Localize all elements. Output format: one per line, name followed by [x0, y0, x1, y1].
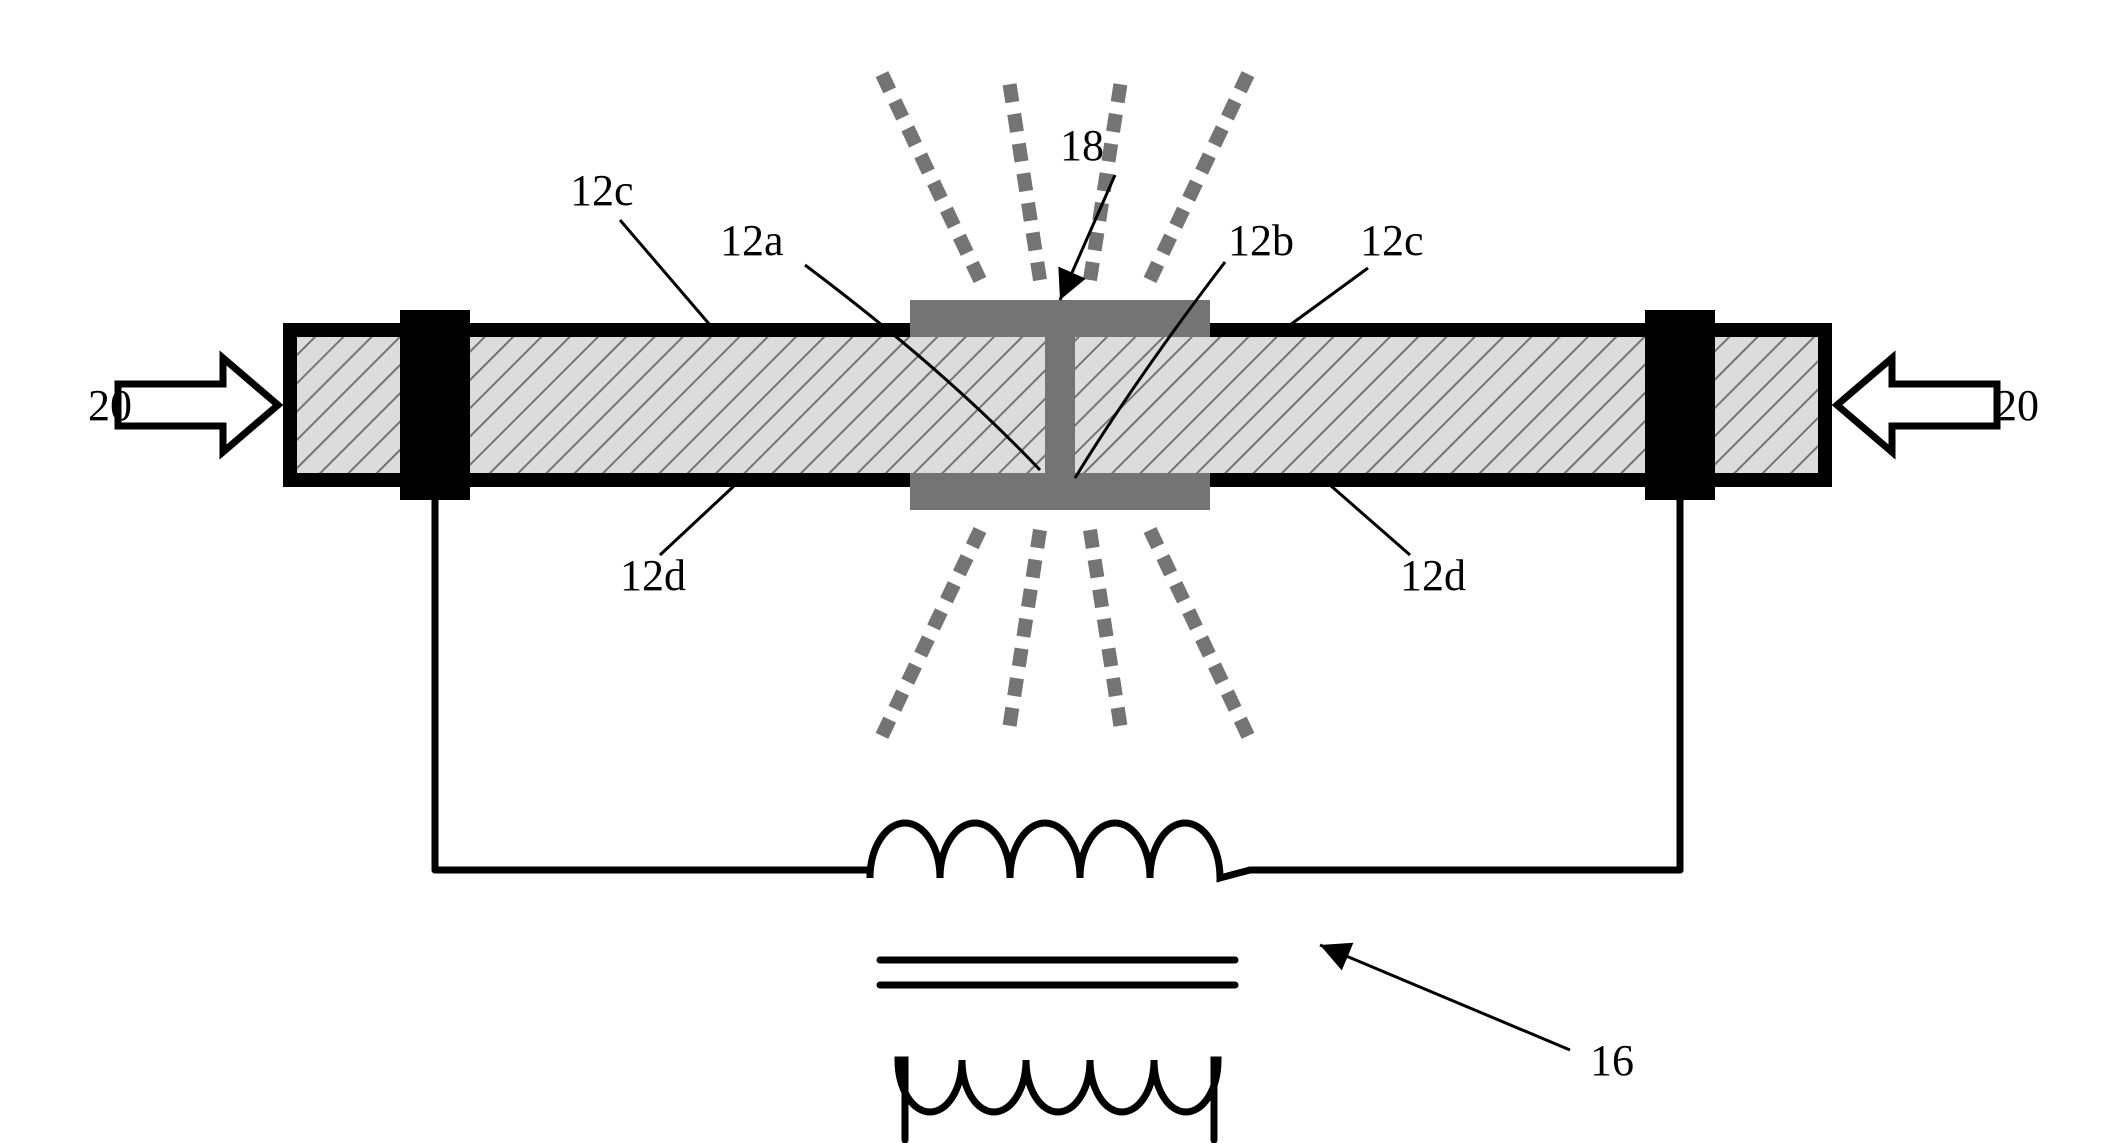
welding-schematic: 20 20 12c 12a 18 12b 12c 12d 12d 16	[0, 0, 2125, 1143]
heat-ray-segment	[1010, 84, 1013, 102]
weld-sleeve-gap	[1045, 330, 1075, 480]
heat-ray-segment	[1227, 101, 1235, 117]
label-20L: 20	[88, 381, 132, 430]
heat-ray-segment	[1028, 203, 1031, 221]
electrode-clamp	[400, 310, 470, 500]
heat-ray-segment	[972, 264, 980, 280]
heat-ray-segment	[1176, 584, 1184, 600]
heat-ray-segment	[1023, 173, 1026, 191]
label-12a: 12a	[720, 216, 784, 265]
heat-ray-segment	[946, 584, 954, 600]
heat-ray-segment	[1214, 128, 1222, 144]
label-12d_L: 12d	[620, 551, 686, 600]
heat-ray-segment	[1090, 530, 1093, 548]
heat-ray-segment	[1163, 557, 1171, 573]
label-16: 16	[1590, 1036, 1634, 1085]
heat-ray-segment	[921, 155, 929, 171]
heat-ray-segment	[1240, 720, 1248, 736]
label-12c_R: 12c	[1360, 216, 1424, 265]
heat-ray-segment	[1099, 589, 1102, 607]
heat-ray-segment	[1019, 144, 1022, 162]
label-20R: 20	[1995, 381, 2039, 430]
heat-ray-segment	[1090, 262, 1093, 280]
heat-ray-segment	[1033, 233, 1036, 251]
electrode-clamp	[1645, 310, 1715, 500]
heat-ray-segment	[1028, 589, 1031, 607]
heat-ray-segment	[1150, 530, 1158, 546]
heat-ray-segment	[895, 101, 903, 117]
heat-ray-segment	[1163, 237, 1171, 253]
heat-ray-segment	[921, 638, 929, 654]
heat-ray-segment	[946, 210, 954, 226]
leader-arrow	[1060, 175, 1115, 300]
heat-ray-segment	[1118, 708, 1121, 726]
heat-ray-segment	[1108, 144, 1111, 162]
heat-ray-segment	[1118, 84, 1121, 102]
heat-ray-segment	[934, 182, 942, 198]
leader-line	[620, 220, 710, 325]
heat-ray-segment	[1202, 638, 1210, 654]
heat-ray-segment	[959, 237, 967, 253]
heat-ray-segment	[1023, 619, 1026, 637]
heat-ray-segment	[1104, 619, 1107, 637]
heat-ray-segment	[1010, 708, 1013, 726]
heat-ray-segment	[1033, 560, 1036, 578]
heat-ray-segment	[1037, 530, 1040, 548]
heat-ray-segment	[895, 693, 903, 709]
heat-ray-segment	[934, 611, 942, 627]
heat-ray-segment	[908, 665, 916, 681]
heat-ray-segment	[1037, 262, 1040, 280]
heat-ray-segment	[1202, 155, 1210, 171]
heat-ray-segment	[1113, 678, 1116, 696]
transformer-coil-primary	[870, 823, 1250, 878]
heat-ray-segment	[1095, 560, 1098, 578]
label-12c_L: 12c	[570, 166, 634, 215]
transformer-coil-secondary	[898, 1060, 1218, 1140]
label-12b: 12b	[1228, 216, 1294, 265]
heat-ray-segment	[1227, 693, 1235, 709]
heat-ray-segment	[1095, 233, 1098, 251]
heat-ray-segment	[1108, 649, 1111, 667]
leader-line	[1330, 485, 1410, 555]
heat-ray-segment	[972, 530, 980, 546]
heat-ray-segment	[1189, 182, 1197, 198]
leader-arrow	[1320, 945, 1570, 1050]
label-18: 18	[1060, 121, 1104, 170]
heat-ray-segment	[1189, 611, 1197, 627]
leader-line	[1290, 268, 1368, 325]
force-arrow	[118, 358, 278, 452]
heat-ray-segment	[1104, 173, 1107, 191]
heat-ray-segment	[908, 128, 916, 144]
heat-ray-segment	[1176, 210, 1184, 226]
heat-ray-segment	[1113, 114, 1116, 132]
heat-ray-segment	[1240, 74, 1248, 90]
heat-ray-segment	[959, 557, 967, 573]
heat-ray-segment	[1150, 264, 1158, 280]
heat-ray-segment	[1014, 678, 1017, 696]
heat-ray-segment	[1019, 649, 1022, 667]
heat-ray-segment	[882, 74, 890, 90]
heat-ray-segment	[1214, 665, 1222, 681]
heat-ray-segment	[882, 720, 890, 736]
label-12d_R: 12d	[1400, 551, 1466, 600]
heat-ray-segment	[1014, 114, 1017, 132]
force-arrow	[1837, 358, 1997, 452]
leader-line	[660, 485, 735, 555]
